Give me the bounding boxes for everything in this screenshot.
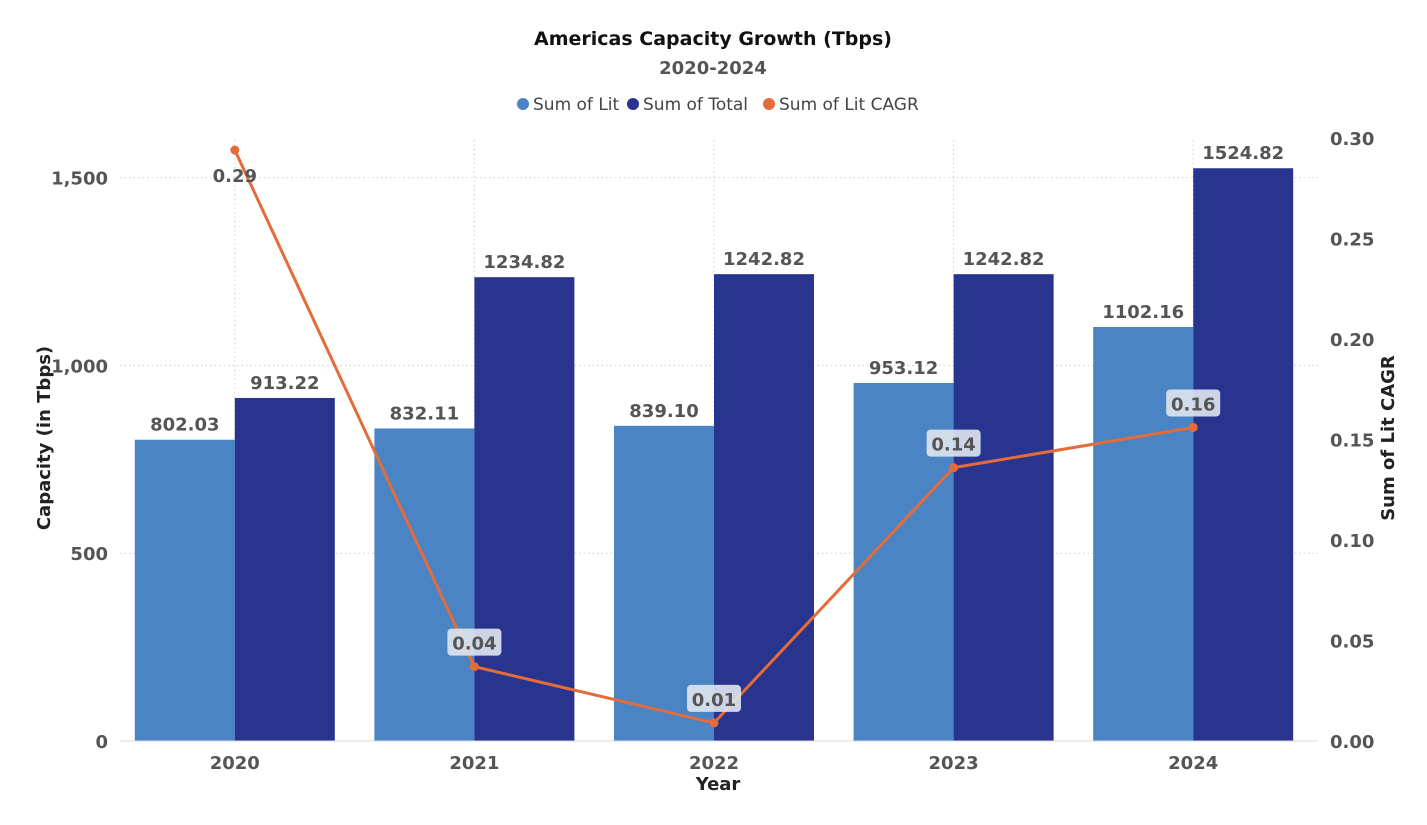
legend[interactable]: Sum of Lit Sum of Total Sum of Lit CAGR [517,95,919,115]
x-axis-title: Year [695,774,741,795]
cagr-label-box [1166,389,1221,417]
x-tick-label: 2023 [929,753,979,774]
y2-axis-title: Sum of Lit CAGR [1378,355,1399,521]
cagr-point[interactable] [949,463,959,473]
y2-tick-label: 0.15 [1330,431,1374,452]
x-tick-label: 2024 [1168,753,1218,774]
bar-total[interactable] [1193,168,1294,741]
legend-marker [627,98,639,110]
x-tick-label: 2020 [210,753,260,774]
legend-item[interactable]: Sum of Lit CAGR [763,95,919,115]
y-axis-title: Capacity (in Tbps) [34,346,55,530]
bar-data-label: 832.11 [390,403,459,424]
y2-tick-label: 0.30 [1330,129,1374,150]
y-tick-label: 0 [95,732,108,753]
legend-label: Sum of Lit [533,95,620,115]
bar-data-label: 802.03 [150,415,219,436]
legend-label: Sum of Lit CAGR [779,95,919,115]
chart-title: Americas Capacity Growth (Tbps) [534,28,892,50]
bar-total[interactable] [714,274,814,741]
bar-data-label: 913.22 [250,373,319,394]
cagr-line-layer [230,145,1198,728]
cagr-point[interactable] [230,145,240,155]
bar-data-label: 1242.82 [963,249,1045,270]
y-tick-label: 1,000 [51,356,108,377]
cagr-data-label: 0.01 [692,690,736,711]
y2-tick-label: 0.00 [1330,732,1374,753]
bar-total[interactable] [234,397,335,741]
cagr-point[interactable] [469,662,479,672]
axes: 0 500 1,000 1,500 0.00 0.05 0.10 0.15 0.20 0.25 0.… [51,129,1374,774]
legend-marker [517,98,529,110]
y2-tick-label: 0.10 [1330,531,1374,552]
bar-lit[interactable] [1093,327,1194,741]
x-tick-label: 2022 [689,753,739,774]
cagr-data-label: 0.04 [452,634,496,655]
bars [134,168,1294,741]
bar-data-label: 953.12 [869,358,938,379]
legend-item[interactable]: Sum of Total [627,95,748,115]
bar-data-label: 1234.82 [483,252,565,273]
y2-tick-label: 0.25 [1330,230,1374,251]
cagr-point[interactable] [709,718,719,728]
y-tick-label: 500 [70,544,108,565]
bar-data-label: 1242.82 [723,249,805,270]
bar-lit[interactable] [134,439,235,741]
legend-label: Sum of Total [643,95,748,115]
cagr-data-label: 0.14 [931,435,975,456]
y2-tick-label: 0.20 [1330,330,1374,351]
x-tick-label: 2021 [449,753,499,774]
cagr-label-box [447,628,502,656]
bar-data-label: 1102.16 [1102,302,1184,323]
legend-item[interactable]: Sum of Lit [517,95,620,115]
bar-total[interactable] [474,277,575,741]
chart-subtitle: 2020-2024 [659,58,767,79]
y-tick-label: 1,500 [51,169,108,190]
cagr-data-label: 0.29 [213,166,257,187]
cagr-label-box [926,429,981,457]
bar-data-label: 1524.82 [1202,143,1284,164]
y2-tick-label: 0.05 [1330,632,1374,653]
cagr-point[interactable] [1188,422,1198,432]
cagr-label-box [687,684,741,712]
data-labels: 802.03 832.11 839.10 953.12 1102.16 913.22 123… [150,143,1284,712]
cagr-data-label: 0.16 [1171,394,1215,415]
bar-data-label: 839.10 [629,401,698,422]
legend-marker [763,98,775,110]
bar-total[interactable] [953,274,1054,741]
bar-lit[interactable] [374,428,475,741]
